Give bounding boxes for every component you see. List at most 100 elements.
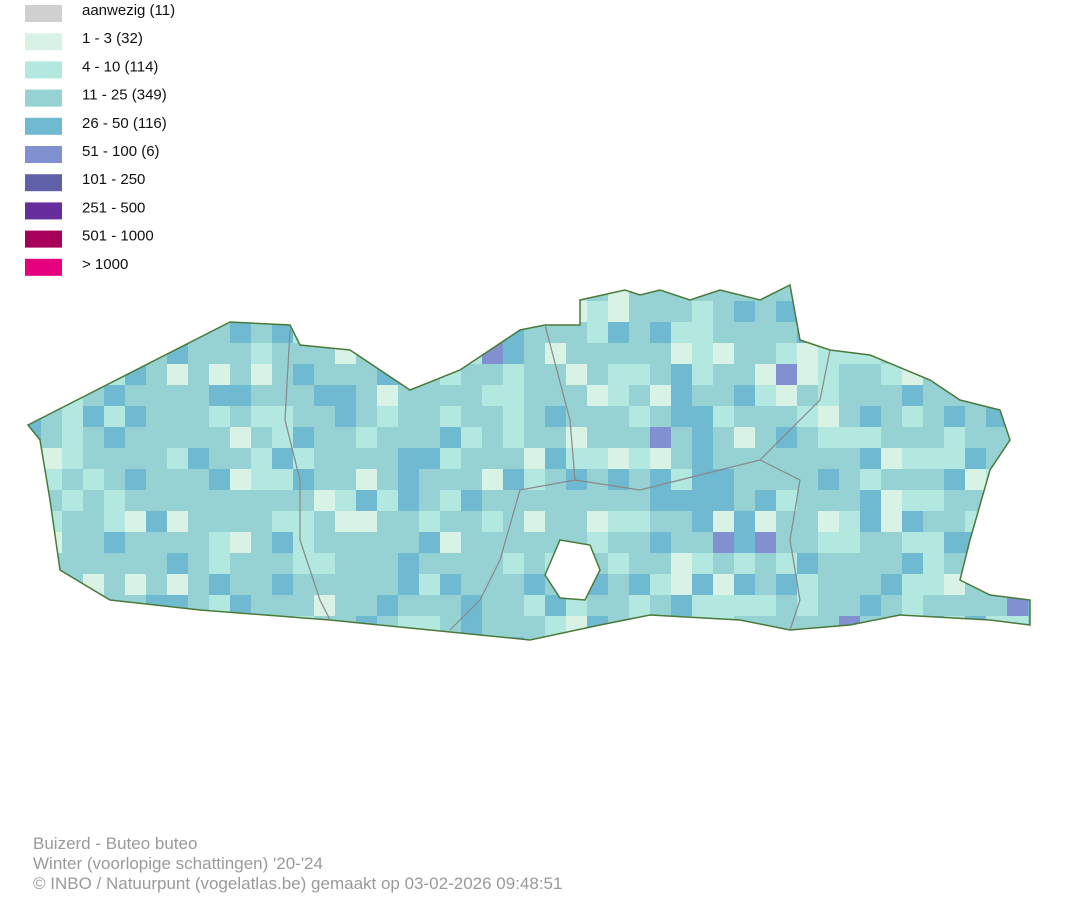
grid-cell — [104, 616, 125, 637]
grid-cell — [314, 448, 335, 469]
grid-cell — [209, 616, 230, 637]
grid-cell — [692, 637, 713, 640]
grid-cell — [608, 322, 629, 343]
grid-cell — [692, 385, 713, 406]
grid-cell — [734, 574, 755, 595]
grid-cell — [377, 511, 398, 532]
grid-cell — [125, 385, 146, 406]
grid-cell — [440, 616, 461, 637]
grid-cell — [1028, 427, 1030, 448]
grid-cell — [209, 322, 230, 343]
grid-cell — [104, 490, 125, 511]
grid-cell — [881, 616, 902, 637]
grid-cell — [545, 553, 566, 574]
grid-cell — [62, 285, 83, 301]
grid-cell — [503, 532, 524, 553]
grid-cell — [713, 469, 734, 490]
grid-cell — [272, 574, 293, 595]
grid-cell — [608, 427, 629, 448]
grid-cell — [734, 553, 755, 574]
grid-cell — [83, 574, 104, 595]
grid-cell — [503, 364, 524, 385]
grid-cell — [860, 285, 881, 301]
grid-cell — [146, 490, 167, 511]
grid-cell — [62, 301, 83, 322]
grid-cell — [188, 427, 209, 448]
grid-cell — [524, 511, 545, 532]
grid-cell — [524, 427, 545, 448]
grid-cell — [755, 385, 776, 406]
grid-cell — [335, 469, 356, 490]
grid-cell — [608, 595, 629, 616]
grid-cell — [944, 637, 965, 640]
grid-cell — [566, 553, 587, 574]
grid-cell — [818, 553, 839, 574]
grid-cell — [62, 532, 83, 553]
grid-cell — [28, 637, 41, 640]
grid-cell — [28, 511, 41, 532]
grid-cell — [944, 301, 965, 322]
grid-cell — [503, 616, 524, 637]
legend-swatch — [25, 61, 62, 79]
grid-cell — [419, 637, 440, 640]
grid-cell — [566, 448, 587, 469]
grid-cell — [419, 595, 440, 616]
grid-cell — [230, 616, 251, 637]
grid-cell — [818, 490, 839, 511]
grid-cell — [545, 406, 566, 427]
grid-cell — [734, 469, 755, 490]
grid-cell — [272, 406, 293, 427]
grid-cell — [692, 490, 713, 511]
grid-cell — [713, 553, 734, 574]
grid-cell — [188, 385, 209, 406]
grid-cell — [146, 322, 167, 343]
grid-cell — [1007, 532, 1028, 553]
grid-cell — [902, 343, 923, 364]
grid-cell — [797, 406, 818, 427]
grid-cells — [28, 285, 1030, 640]
grid-cell — [734, 637, 755, 640]
grid-cell — [1028, 385, 1030, 406]
grid-cell — [629, 574, 650, 595]
grid-cell — [902, 322, 923, 343]
grid-cell — [839, 511, 860, 532]
grid-cell — [608, 637, 629, 640]
grid-cell — [755, 553, 776, 574]
grid-cell — [755, 469, 776, 490]
grid-cell — [482, 285, 503, 301]
grid-cell — [146, 343, 167, 364]
grid-cell — [41, 448, 62, 469]
grid-cell — [419, 406, 440, 427]
grid-cell — [524, 285, 545, 301]
grid-cell — [440, 637, 461, 640]
grid-cell — [776, 490, 797, 511]
grid-cell — [398, 595, 419, 616]
grid-cell — [398, 322, 419, 343]
grid-cell — [755, 511, 776, 532]
grid-cell — [839, 427, 860, 448]
legend-label: 1 - 3 (32) — [82, 30, 143, 47]
grid-cell — [230, 406, 251, 427]
grid-cell — [608, 553, 629, 574]
grid-cell — [692, 406, 713, 427]
grid-cell — [314, 301, 335, 322]
grid-cell — [146, 427, 167, 448]
grid-cell — [524, 385, 545, 406]
grid-cell — [776, 364, 797, 385]
grid-cell — [28, 616, 41, 637]
grid-cell — [692, 448, 713, 469]
legend-label: 4 - 10 (114) — [82, 58, 158, 75]
grid-cell — [377, 595, 398, 616]
grid-cell — [902, 301, 923, 322]
grid-cell — [650, 595, 671, 616]
grid-cell — [62, 553, 83, 574]
grid-cell — [104, 285, 125, 301]
grid-cell — [314, 385, 335, 406]
grid-cell — [482, 532, 503, 553]
grid-cell — [797, 574, 818, 595]
grid-cell — [335, 406, 356, 427]
grid-cell — [860, 427, 881, 448]
grid-cell — [797, 343, 818, 364]
grid-cell — [650, 574, 671, 595]
grid-cell — [965, 595, 986, 616]
